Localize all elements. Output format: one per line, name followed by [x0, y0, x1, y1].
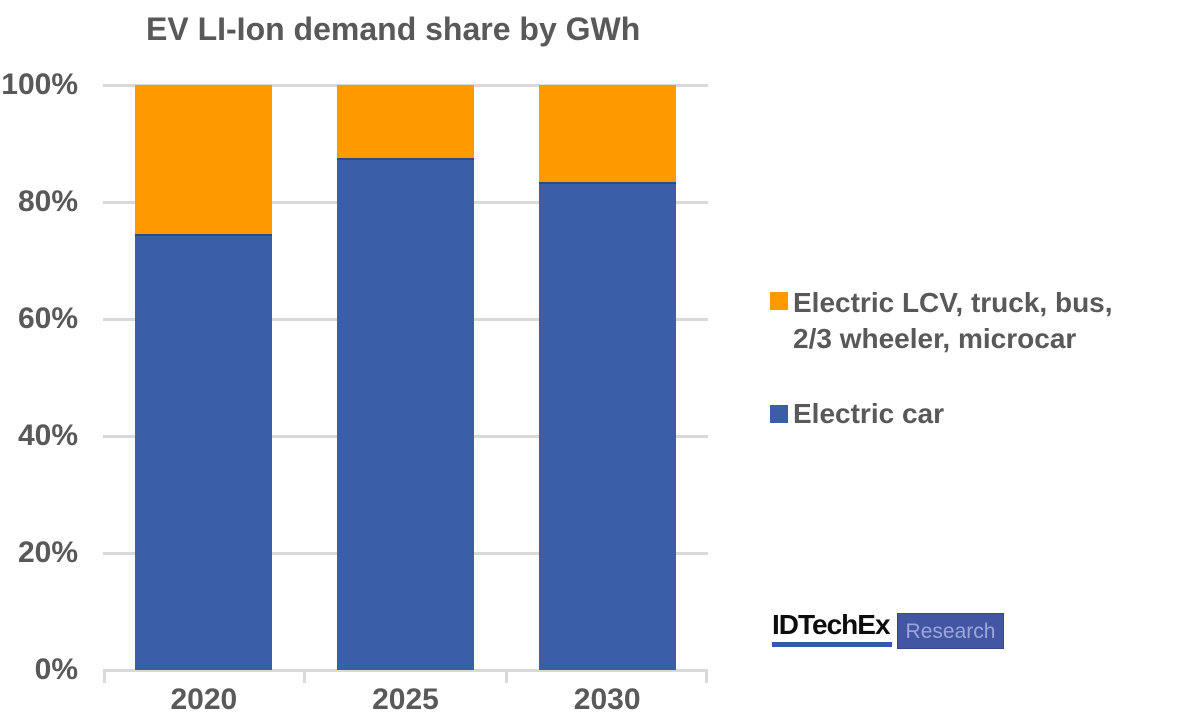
legend-swatch-orange [770, 292, 788, 310]
y-axis-label: 100% [1, 68, 78, 101]
y-axis-label: 80% [17, 185, 78, 218]
x-axis-line [103, 668, 708, 672]
bar-group-2020 [135, 85, 273, 670]
legend-label-line1: Electric car [793, 398, 944, 429]
x-axis-label: 2020 [170, 683, 238, 716]
bar-group-2030 [538, 85, 676, 670]
axis-tick [103, 670, 106, 683]
logo-brand-text: IDTechEx [772, 609, 891, 640]
logo-research-box: Research [897, 613, 1004, 649]
x-axis-label: 2030 [573, 683, 641, 716]
legend-label: Electric LCV, truck, bus, 2/3 wheeler, m… [793, 285, 1113, 357]
axis-tick [705, 670, 708, 683]
idtechex-logo: IDTechEx Research [772, 610, 1012, 655]
legend-label-line1: Electric LCV, truck, bus, [793, 287, 1113, 318]
legend-label-line2: 2/3 wheeler, microcar [793, 323, 1077, 354]
legend-item-electric-car: Electric car [770, 396, 944, 432]
legend-item-electric-lcv: Electric LCV, truck, bus, 2/3 wheeler, m… [770, 285, 1113, 357]
x-axis-label: 2025 [372, 683, 439, 716]
axis-tick [303, 670, 307, 683]
y-axis-label: 40% [17, 419, 78, 452]
y-axis-label: 60% [17, 302, 78, 335]
plot-area [103, 83, 708, 683]
chart-title: EV LI-Ion demand share by GWh [146, 11, 641, 47]
bar-segment-electric-car [538, 181, 676, 670]
logo-research-text: Research [905, 619, 996, 643]
bar-group-2025 [337, 85, 474, 670]
bar-segment-electric-lcv-truck-bus-2-3-whe [538, 85, 676, 182]
bar-segment-electric-car [337, 158, 474, 670]
logo-underline [772, 642, 892, 647]
legend-label: Electric car [793, 396, 944, 432]
bar-segment-electric-lcv-truck-bus-2-3-whe [337, 85, 474, 159]
y-axis-label: 0% [34, 653, 78, 686]
bar-segment-electric-car [135, 234, 273, 670]
y-axis-label: 20% [17, 536, 78, 569]
axis-tick [504, 670, 508, 683]
bar-segment-electric-lcv-truck-bus-2-3-whe [135, 85, 273, 235]
legend-swatch-blue [770, 405, 788, 423]
